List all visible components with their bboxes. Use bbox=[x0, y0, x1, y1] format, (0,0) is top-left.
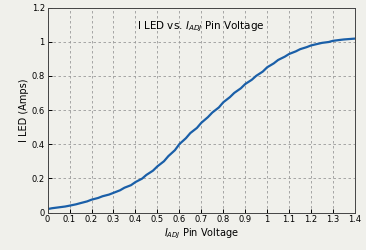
Text: I LED vs. $I_{ADJ}$ Pin Voltage: I LED vs. $I_{ADJ}$ Pin Voltage bbox=[138, 20, 265, 34]
Y-axis label: I LED (Amps): I LED (Amps) bbox=[19, 78, 29, 142]
X-axis label: $I_{ADJ}$ Pin Voltage: $I_{ADJ}$ Pin Voltage bbox=[164, 227, 239, 242]
